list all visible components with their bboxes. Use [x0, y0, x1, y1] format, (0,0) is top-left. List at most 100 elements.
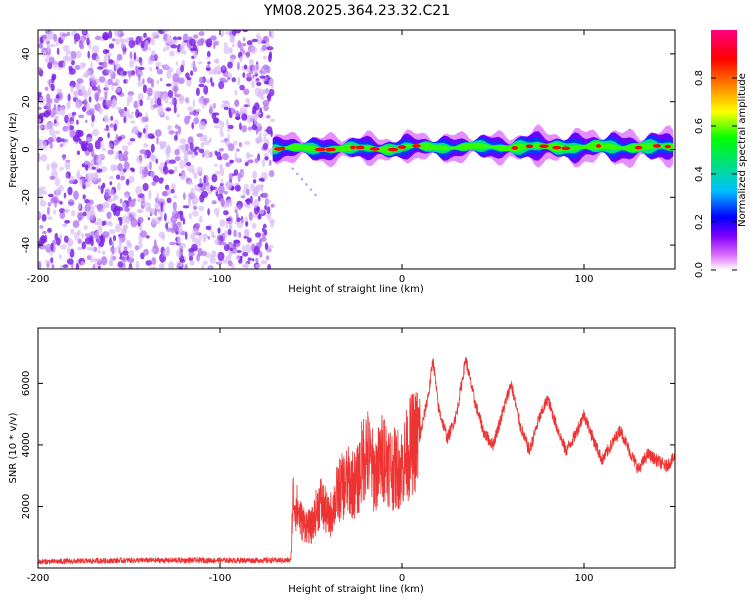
- noise-point: [142, 84, 147, 94]
- noise-point: [145, 202, 151, 211]
- noise-point: [266, 46, 274, 51]
- noise-point: [77, 212, 84, 221]
- noise-point: [253, 69, 258, 76]
- noise-point: [201, 264, 205, 269]
- noise-point: [40, 47, 48, 55]
- noise-point: [245, 51, 250, 59]
- noise-point: [129, 138, 136, 142]
- noise-point: [161, 234, 165, 241]
- noise-point: [54, 177, 61, 187]
- noise-point: [118, 239, 123, 247]
- noise-point: [172, 222, 177, 228]
- noise-point: [161, 94, 165, 102]
- noise-point: [59, 264, 64, 269]
- noise-point: [179, 259, 186, 263]
- noise-point: [162, 47, 167, 52]
- noise-point: [123, 224, 129, 231]
- noise-point: [117, 136, 123, 141]
- noise-point: [151, 217, 155, 225]
- noise-point: [68, 68, 76, 75]
- noise-point: [228, 107, 232, 117]
- noise-point: [198, 83, 205, 88]
- noise-point: [81, 176, 85, 186]
- noise-point: [117, 261, 124, 268]
- noise-point: [234, 116, 241, 120]
- noise-point: [236, 61, 240, 71]
- noise-point: [156, 136, 159, 145]
- noise-point: [165, 83, 172, 87]
- noise-point: [82, 146, 88, 152]
- noise-point: [170, 188, 175, 194]
- noise-point: [94, 230, 100, 240]
- noise-point: [148, 47, 151, 52]
- noise-point: [91, 86, 98, 91]
- noise-point: [213, 207, 220, 215]
- noise-point: [38, 106, 42, 111]
- noise-point: [139, 99, 144, 107]
- noise-point: [137, 73, 141, 82]
- noise-point: [104, 91, 108, 100]
- noise-point: [73, 190, 79, 200]
- noise-point: [219, 167, 225, 177]
- noise-point: [164, 184, 170, 190]
- noise-point: [38, 140, 43, 148]
- noise-point: [122, 51, 127, 55]
- noise-point: [225, 199, 233, 207]
- noise-point: [243, 187, 246, 197]
- noise-point: [128, 37, 134, 41]
- noise-point: [221, 30, 225, 36]
- noise-point: [115, 223, 121, 233]
- noise-point: [243, 64, 248, 70]
- signal-peak: [664, 144, 671, 149]
- noise-point: [48, 30, 54, 40]
- noise-point: [137, 112, 143, 117]
- noise-point: [209, 106, 213, 115]
- noise-point: [270, 221, 275, 228]
- noise-point: [177, 145, 185, 151]
- noise-point: [244, 141, 251, 145]
- noise-point: [242, 72, 246, 78]
- noise-point: [202, 260, 208, 266]
- noise-point: [75, 83, 80, 89]
- noise-point: [195, 240, 202, 247]
- noise-point: [116, 53, 123, 61]
- noise-point: [41, 214, 47, 222]
- noise-point: [112, 97, 117, 106]
- noise-point: [81, 232, 84, 239]
- spectrogram-xtick-label: 0: [399, 274, 405, 285]
- noise-point: [168, 130, 175, 135]
- noise-point: [85, 137, 93, 143]
- noise-point: [97, 66, 104, 70]
- noise-point: [255, 122, 262, 127]
- noise-point: [248, 59, 254, 65]
- noise-point: [72, 220, 80, 229]
- noise-point: [246, 160, 254, 164]
- noise-point: [177, 235, 182, 245]
- colorbar-tick-label: 0.2: [694, 214, 705, 230]
- noise-point: [178, 173, 182, 177]
- noise-point: [126, 70, 133, 74]
- noise-point: [268, 159, 272, 166]
- noise-point: [249, 65, 254, 69]
- noise-point: [253, 187, 259, 196]
- noise-point: [53, 33, 58, 42]
- noise-point: [113, 123, 117, 132]
- noise-point: [227, 124, 234, 130]
- noise-point: [77, 229, 81, 236]
- noise-point: [247, 154, 255, 158]
- noise-point: [38, 186, 46, 191]
- noise-point: [93, 153, 97, 163]
- noise-point: [229, 34, 235, 43]
- snr-series-line: [38, 357, 675, 565]
- noise-point: [163, 165, 166, 172]
- noise-point: [253, 245, 260, 256]
- noise-point: [98, 177, 101, 183]
- noise-point: [109, 236, 112, 246]
- snr-xtick-label: 0: [399, 573, 405, 584]
- noise-point: [131, 111, 135, 115]
- snr-ytick-label: 4000: [21, 432, 32, 457]
- noise-point: [150, 152, 155, 161]
- noise-point: [270, 84, 274, 89]
- noise-point: [53, 59, 58, 69]
- noise-point: [100, 166, 107, 173]
